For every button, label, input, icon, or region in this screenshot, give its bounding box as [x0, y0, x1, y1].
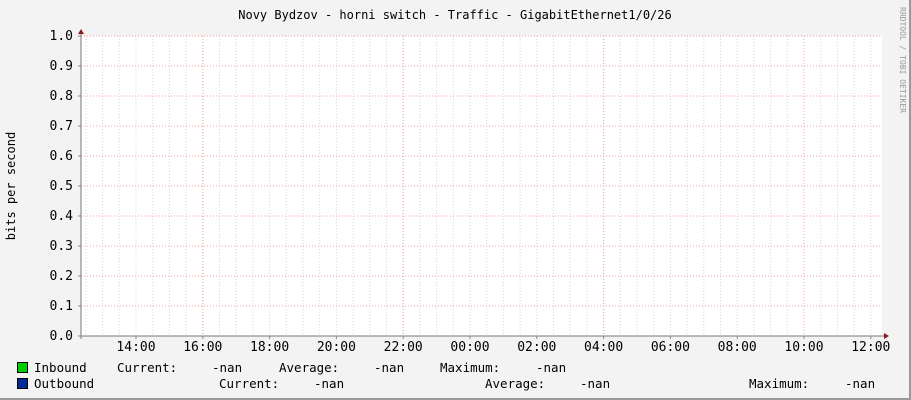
- outbound-swatch: [17, 378, 28, 389]
- y-tick-label: 0.2: [50, 269, 73, 284]
- x-axis-arrow: [884, 333, 889, 339]
- y-tick-label: 0.3: [50, 239, 73, 254]
- x-tick-label: 04:00: [584, 340, 623, 355]
- chart-title: Novy Bydzov - horni switch - Traffic - G…: [238, 8, 671, 22]
- x-tick-label: 14:00: [116, 340, 155, 355]
- y-tick-label: 0.0: [50, 329, 73, 344]
- x-tick-label: 06:00: [651, 340, 690, 355]
- inbound-swatch: [17, 362, 28, 373]
- x-tick-label: 10:00: [784, 340, 823, 355]
- outbound-label: Outbound: [34, 376, 95, 391]
- x-tick-label: 02:00: [517, 340, 556, 355]
- y-tick-label: 0.7: [50, 119, 73, 134]
- y-tick-label: 0.6: [50, 149, 73, 164]
- outbound-maximum-label: Maximum:: [749, 376, 810, 391]
- inbound-label: Inbound: [34, 360, 87, 375]
- watermark: RRDTOOL / TOBI OETIKER: [898, 7, 907, 113]
- outbound-maximum-value: -nan: [845, 376, 876, 391]
- grid: [81, 35, 882, 337]
- y-axis-label: bits per second: [4, 132, 18, 240]
- y-tick-label: 0.9: [50, 59, 73, 74]
- tick-labels: 0.0 0.1 0.2 0.3 0.4 0.5 0.6 0.7 0.8 0.9 1.0 14:00 16…: [50, 29, 891, 355]
- inbound-average-label: Average:: [279, 360, 340, 375]
- outbound-average-value: -nan: [580, 376, 611, 391]
- y-tick-label: 0.8: [50, 89, 73, 104]
- inbound-maximum-label: Maximum:: [440, 360, 501, 375]
- outbound-current-label: Current:: [219, 376, 280, 391]
- x-tick-label: 20:00: [317, 340, 356, 355]
- outbound-current-value: -nan: [314, 376, 345, 391]
- inbound-current-label: Current:: [117, 360, 178, 375]
- x-tick-label: 16:00: [183, 340, 222, 355]
- x-tick-label: 22:00: [384, 340, 423, 355]
- plot-area: [81, 36, 882, 336]
- y-tick-label: 0.4: [50, 209, 74, 224]
- inbound-average-value: -nan: [374, 360, 405, 375]
- x-tick-label: 18:00: [250, 340, 289, 355]
- inbound-maximum-value: -nan: [536, 360, 567, 375]
- outbound-average-label: Average:: [485, 376, 546, 391]
- y-tick-label: 0.5: [50, 179, 73, 194]
- x-tick-label: 12:00: [851, 340, 890, 355]
- y-axis-arrow: [78, 29, 84, 34]
- y-tick-label: 0.1: [50, 299, 73, 314]
- inbound-current-value: -nan: [212, 360, 243, 375]
- x-tick-label: 00:00: [450, 340, 489, 355]
- x-tick-label: 08:00: [718, 340, 757, 355]
- y-tick-label: 1.0: [50, 29, 73, 44]
